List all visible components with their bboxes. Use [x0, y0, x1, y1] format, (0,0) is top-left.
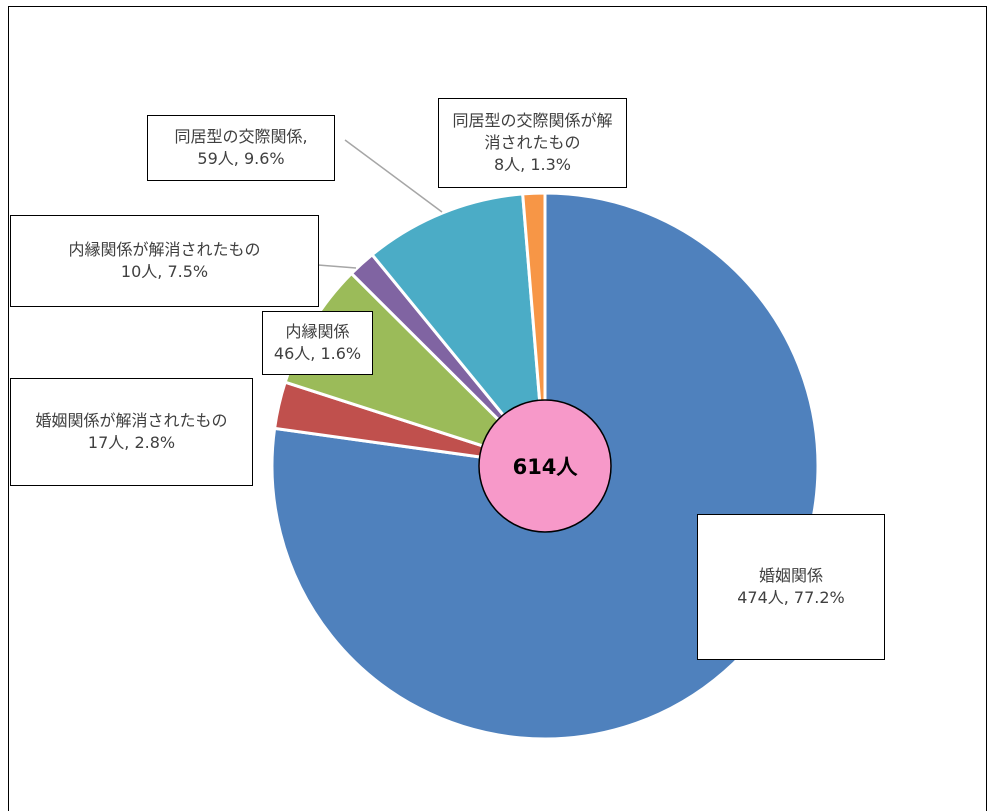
category-label: 内縁関係が解消されたもの [68, 240, 261, 259]
center-circle [478, 399, 612, 533]
pie-slice [370, 192, 547, 471]
category-label: 婚姻関係が解消されたもの [35, 411, 228, 430]
value-label: 46人, 1.6% [273, 344, 362, 363]
category-label: 同居型の交際関係が解消されたもの [452, 111, 613, 152]
category-label: 同居型の交際関係, [174, 127, 308, 146]
value-label: 17人, 2.8% [87, 433, 176, 452]
center-label: 614人 [513, 455, 579, 479]
pie-slice [521, 191, 547, 467]
data-label: 婚姻関係が解消されたもの 17人, 2.8% [10, 378, 253, 486]
leader-line [344, 139, 443, 213]
pie-slice [270, 191, 820, 741]
data-label: 内縁関係 46人, 1.6% [262, 311, 373, 375]
data-label: 同居型の交際関係, 59人, 9.6% [147, 115, 335, 181]
category-label: 内縁関係 [285, 322, 350, 341]
data-label: 内縁関係が解消されたもの 10人, 7.5% [10, 215, 319, 307]
chart-frame [8, 6, 987, 811]
value-label: 10人, 7.5% [120, 262, 209, 281]
value-label: 8人, 1.3% [493, 155, 571, 174]
data-label: 同居型の交際関係が解消されたもの 8人, 1.3% [438, 98, 627, 188]
leader-line [317, 264, 357, 269]
category-label: 婚姻関係 [758, 566, 823, 585]
value-label: 474人, 77.2% [737, 588, 845, 607]
data-label: 婚姻関係 474人, 77.2% [697, 514, 885, 660]
value-label: 59人, 9.6% [197, 149, 285, 168]
